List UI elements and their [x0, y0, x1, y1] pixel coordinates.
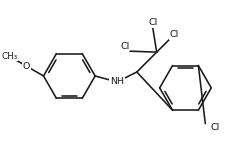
Text: NH: NH [110, 77, 124, 86]
Text: Cl: Cl [170, 30, 179, 39]
Text: Cl: Cl [210, 123, 219, 132]
Text: Cl: Cl [120, 42, 130, 51]
Text: Cl: Cl [148, 18, 157, 27]
Text: O: O [23, 61, 30, 71]
Text: CH₃: CH₃ [1, 52, 17, 61]
